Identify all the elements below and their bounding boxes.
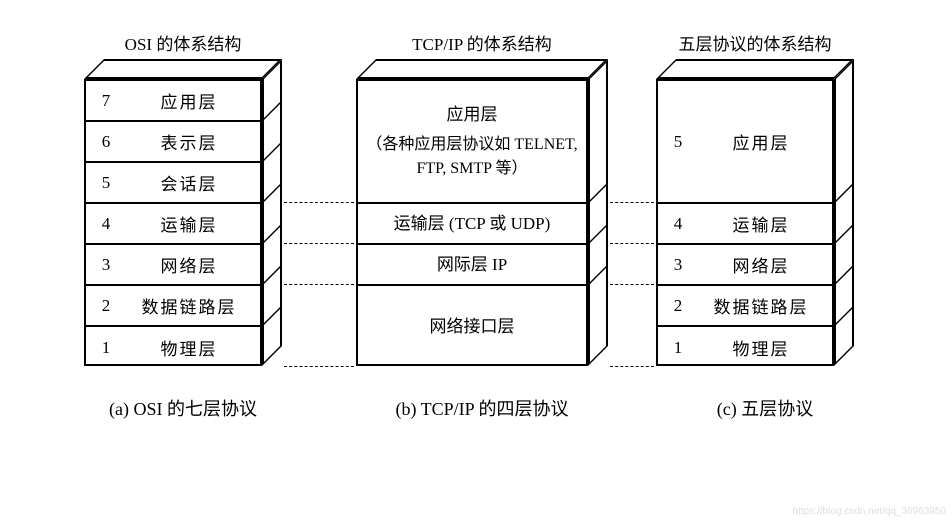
- layer-row: 1物理层: [658, 327, 832, 368]
- layer-number: 5: [86, 173, 126, 193]
- layer-label: 会话层: [126, 170, 260, 195]
- five-layer-title: 五层协议的体系结构: [656, 30, 854, 55]
- layer-row: 5应用层: [658, 81, 832, 204]
- dashed-connector: [610, 366, 654, 367]
- dashed-connector: [284, 243, 354, 244]
- layer-label: 网络接口层: [358, 310, 586, 344]
- osi-column: OSI 的体系结构 7应用层6表示层5会话层4运输层3网络层2数据链路层1物理层: [84, 30, 282, 366]
- layer-row: 6表示层: [86, 122, 260, 163]
- layer-row: 3网络层: [86, 245, 260, 286]
- layer-number: 4: [86, 214, 126, 234]
- layer-number: 1: [86, 338, 126, 358]
- diagram-canvas: { "geometry": { "col_a_x": 84, "col_b_x"…: [0, 0, 952, 521]
- dashed-connector: [610, 284, 654, 285]
- layer-label: 物理层: [698, 335, 832, 360]
- layer-row: 应用层（各种应用层协议如 TELNET, FTP, SMTP 等）: [358, 81, 586, 204]
- osi-title: OSI 的体系结构: [84, 30, 282, 55]
- layer-row: 5会话层: [86, 163, 260, 204]
- layer-label: 运输层: [698, 211, 832, 236]
- tcpip-column: TCP/IP 的体系结构 应用层（各种应用层协议如 TELNET, FTP, S…: [356, 30, 608, 366]
- dashed-connector: [610, 202, 654, 203]
- layer-number: 6: [86, 132, 126, 152]
- layer-row: 7应用层: [86, 81, 260, 122]
- layer-row: 2数据链路层: [86, 286, 260, 327]
- layer-label: 运输层: [126, 211, 260, 236]
- layer-number: 3: [86, 255, 126, 275]
- layer-number: 1: [658, 338, 698, 358]
- layer-label: 网络层: [698, 252, 832, 277]
- tcpip-stack: 应用层（各种应用层协议如 TELNET, FTP, SMTP 等） 运输层 (TC…: [356, 79, 608, 366]
- layer-label: 数据链路层: [126, 293, 260, 318]
- layer-label: 网际层 IP: [358, 248, 586, 282]
- layer-label: 运输层 (TCP 或 UDP): [358, 207, 586, 241]
- five-layer-stack: 5应用层4运输层3网络层2数据链路层1物理层: [656, 79, 854, 366]
- tcpip-caption: (b) TCP/IP 的四层协议: [351, 395, 613, 421]
- layer-row: 3网络层: [658, 245, 832, 286]
- dashed-connector: [284, 366, 354, 367]
- osi-stack: 7应用层6表示层5会话层4运输层3网络层2数据链路层1物理层: [84, 79, 282, 366]
- layer-row: 2数据链路层: [658, 286, 832, 327]
- layer-row: 1物理层: [86, 327, 260, 368]
- layer-row: 网际层 IP: [358, 245, 586, 286]
- layer-number: 2: [658, 296, 698, 316]
- five-layer-column: 五层协议的体系结构 5应用层4运输层3网络层2数据链路层1物理层: [656, 30, 854, 366]
- dashed-connector: [610, 243, 654, 244]
- tcpip-title: TCP/IP 的体系结构: [356, 30, 608, 55]
- layer-label: 表示层: [126, 129, 260, 154]
- five-layer-caption: (c) 五层协议: [676, 395, 854, 421]
- layer-label: 网络层: [126, 252, 260, 277]
- layer-number: 4: [658, 214, 698, 234]
- layer-row: 运输层 (TCP 或 UDP): [358, 204, 586, 245]
- osi-caption: (a) OSI 的七层协议: [74, 395, 292, 421]
- layer-number: 5: [658, 132, 698, 152]
- layer-label: 应用层: [126, 88, 260, 113]
- layer-row: 4运输层: [658, 204, 832, 245]
- watermark-text: https://blog.csdn.net/qq_36963950: [793, 506, 946, 517]
- dashed-connector: [284, 284, 354, 285]
- layer-number: 2: [86, 296, 126, 316]
- layer-label: 物理层: [126, 335, 260, 360]
- layer-label: 数据链路层: [698, 293, 832, 318]
- layer-label: 应用层（各种应用层协议如 TELNET, FTP, SMTP 等）: [358, 98, 586, 186]
- layer-label: 应用层: [698, 129, 832, 154]
- layer-row: 网络接口层: [358, 286, 586, 368]
- layer-row: 4运输层: [86, 204, 260, 245]
- dashed-connector: [284, 202, 354, 203]
- layer-number: 7: [86, 91, 126, 111]
- layer-number: 3: [658, 255, 698, 275]
